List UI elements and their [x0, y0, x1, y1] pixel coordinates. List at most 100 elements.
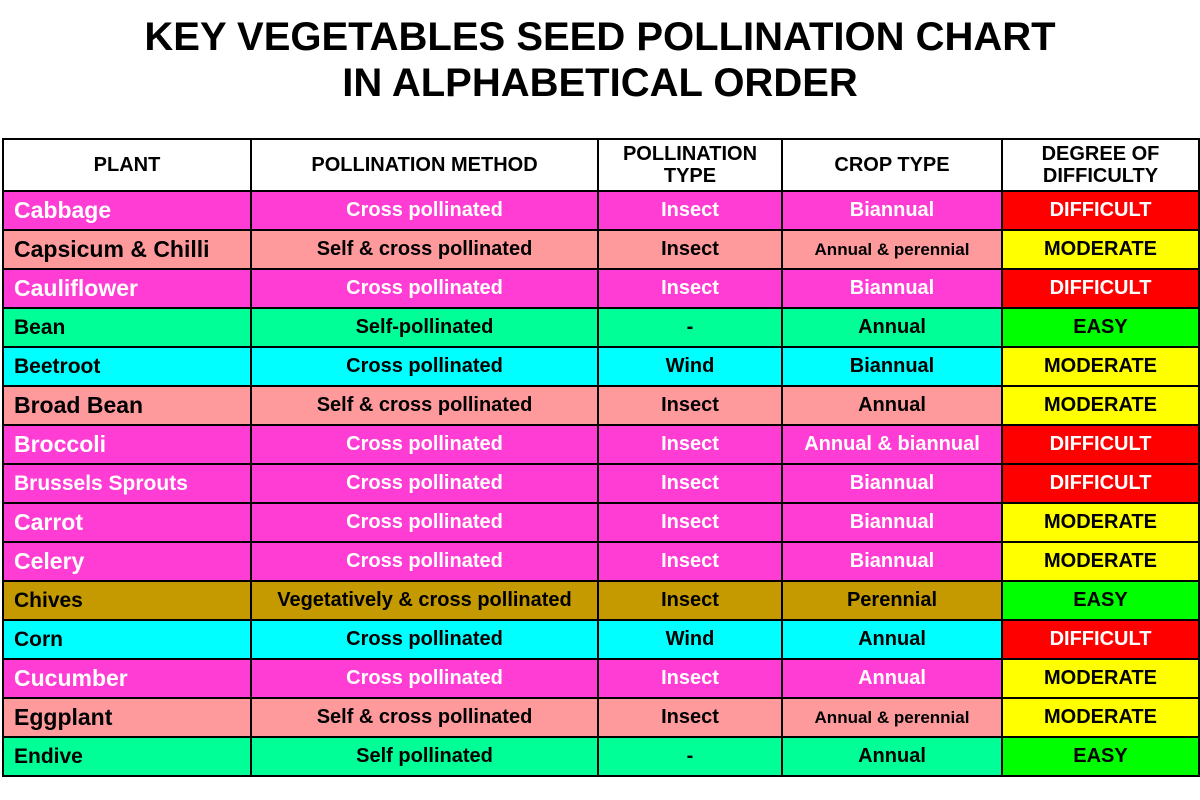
cell-crop-type: Annual	[781, 658, 1003, 699]
cell-pollination-type: Insect	[597, 541, 783, 582]
cell-crop-type: Annual	[781, 307, 1003, 348]
cell-pollination-method: Cross pollinated	[250, 190, 599, 231]
cell-pollination-type: Wind	[597, 619, 783, 660]
cell-pollination-method: Cross pollinated	[250, 619, 599, 660]
chart-title-line-2: IN ALPHABETICAL ORDER	[342, 61, 858, 105]
cell-pollination-method: Vegetatively & cross pollinated	[250, 580, 599, 621]
cell-crop-type: Annual	[781, 736, 1003, 777]
column-header-degree-of-difficulty: DEGREE OF DIFFICULTY	[1001, 138, 1200, 192]
cell-degree-of-difficulty: EASY	[1001, 736, 1200, 777]
cell-pollination-method: Cross pollinated	[250, 658, 599, 699]
cell-crop-type: Biannual	[781, 268, 1003, 309]
cell-pollination-method: Cross pollinated	[250, 463, 599, 504]
table-row: Brussels Sprouts Cross pollinated Insect Bi…	[2, 463, 1200, 504]
cell-degree-of-difficulty: MODERATE	[1001, 541, 1200, 582]
table-header-row: PLANT POLLINATION METHOD POLLINATION TYP…	[2, 138, 1200, 192]
pollination-table: PLANT POLLINATION METHOD POLLINATION TYP…	[2, 138, 1200, 777]
cell-pollination-method: Self & cross pollinated	[250, 229, 599, 270]
cell-plant: Broccoli	[2, 424, 252, 465]
cell-degree-of-difficulty: DIFFICULT	[1001, 463, 1200, 504]
cell-pollination-method: Cross pollinated	[250, 541, 599, 582]
cell-crop-type: Annual & biannual	[781, 424, 1003, 465]
cell-degree-of-difficulty: DIFFICULT	[1001, 619, 1200, 660]
cell-pollination-method: Self-pollinated	[250, 307, 599, 348]
cell-pollination-type: -	[597, 736, 783, 777]
table-row: Cauliflower Cross pollinated Insect Biannua…	[2, 268, 1200, 309]
table-row: Endive Self pollinated - Annual EASY	[2, 736, 1200, 777]
cell-plant: Broad Bean	[2, 385, 252, 426]
cell-plant: Cucumber	[2, 658, 252, 699]
column-header-crop-type: CROP TYPE	[781, 138, 1003, 192]
table-body: Cabbage Cross pollinated Insect Biannual DIF…	[2, 190, 1200, 777]
table-row: Cucumber Cross pollinated Insect Annual MODE…	[2, 658, 1200, 699]
cell-pollination-method: Cross pollinated	[250, 424, 599, 465]
cell-crop-type: Annual	[781, 385, 1003, 426]
cell-plant: Endive	[2, 736, 252, 777]
cell-degree-of-difficulty: MODERATE	[1001, 502, 1200, 543]
cell-pollination-type: Insect	[597, 658, 783, 699]
cell-pollination-type: Insect	[597, 463, 783, 504]
cell-degree-of-difficulty: MODERATE	[1001, 385, 1200, 426]
cell-crop-type: Biannual	[781, 463, 1003, 504]
cell-pollination-type: -	[597, 307, 783, 348]
cell-plant: Bean	[2, 307, 252, 348]
chart-title-line-1: KEY VEGETABLES SEED POLLINATION CHART	[144, 15, 1056, 59]
cell-pollination-type: Insect	[597, 385, 783, 426]
cell-pollination-type: Insect	[597, 229, 783, 270]
table-row: Cabbage Cross pollinated Insect Biannual DIF…	[2, 190, 1200, 231]
cell-plant: Chives	[2, 580, 252, 621]
cell-degree-of-difficulty: EASY	[1001, 580, 1200, 621]
cell-plant: Carrot	[2, 502, 252, 543]
column-header-pollination-type: POLLINATION TYPE	[597, 138, 783, 192]
cell-degree-of-difficulty: MODERATE	[1001, 697, 1200, 738]
table-row: Carrot Cross pollinated Insect Biannual MODE…	[2, 502, 1200, 543]
table-row: Beetroot Cross pollinated Wind Biannual MODE…	[2, 346, 1200, 387]
table-row: Eggplant Self & cross pollinated Insect Ann…	[2, 697, 1200, 738]
cell-degree-of-difficulty: MODERATE	[1001, 229, 1200, 270]
cell-crop-type: Biannual	[781, 190, 1003, 231]
table-row: Celery Cross pollinated Insect Biannual MODE…	[2, 541, 1200, 582]
cell-pollination-type: Insect	[597, 268, 783, 309]
cell-plant: Eggplant	[2, 697, 252, 738]
cell-pollination-method: Cross pollinated	[250, 502, 599, 543]
cell-plant: Cabbage	[2, 190, 252, 231]
column-header-pollination-method: POLLINATION METHOD	[250, 138, 599, 192]
cell-pollination-method: Cross pollinated	[250, 346, 599, 387]
table-row: Corn Cross pollinated Wind Annual DIFFICULT	[2, 619, 1200, 660]
cell-pollination-method: Self & cross pollinated	[250, 385, 599, 426]
cell-pollination-method: Self & cross pollinated	[250, 697, 599, 738]
table-row: Capsicum & Chilli Self & cross pollinated…	[2, 229, 1200, 270]
table-row: Chives Vegetatively & cross pollinated Ins…	[2, 580, 1200, 621]
cell-crop-type: Annual & perennial	[781, 229, 1003, 270]
cell-crop-type: Perennial	[781, 580, 1003, 621]
cell-degree-of-difficulty: MODERATE	[1001, 346, 1200, 387]
cell-crop-type: Biannual	[781, 346, 1003, 387]
cell-crop-type: Biannual	[781, 541, 1003, 582]
table-row: Bean Self-pollinated - Annual EASY	[2, 307, 1200, 348]
column-header-plant: PLANT	[2, 138, 252, 192]
cell-pollination-type: Insect	[597, 190, 783, 231]
cell-crop-type: Biannual	[781, 502, 1003, 543]
cell-degree-of-difficulty: DIFFICULT	[1001, 268, 1200, 309]
cell-crop-type: Annual & perennial	[781, 697, 1003, 738]
cell-degree-of-difficulty: DIFFICULT	[1001, 424, 1200, 465]
cell-pollination-method: Cross pollinated	[250, 268, 599, 309]
cell-plant: Corn	[2, 619, 252, 660]
table-row: Broad Bean Self & cross pollinated Insect A…	[2, 385, 1200, 426]
cell-plant: Cauliflower	[2, 268, 252, 309]
chart-title: KEY VEGETABLES SEED POLLINATION CHART IN…	[0, 14, 1200, 106]
cell-pollination-type: Insect	[597, 424, 783, 465]
cell-pollination-type: Wind	[597, 346, 783, 387]
cell-degree-of-difficulty: EASY	[1001, 307, 1200, 348]
cell-plant: Beetroot	[2, 346, 252, 387]
cell-pollination-type: Insect	[597, 697, 783, 738]
cell-plant: Brussels Sprouts	[2, 463, 252, 504]
table-row: Broccoli Cross pollinated Insect Annual & b…	[2, 424, 1200, 465]
cell-plant: Capsicum & Chilli	[2, 229, 252, 270]
cell-crop-type: Annual	[781, 619, 1003, 660]
cell-degree-of-difficulty: DIFFICULT	[1001, 190, 1200, 231]
cell-degree-of-difficulty: MODERATE	[1001, 658, 1200, 699]
cell-pollination-type: Insect	[597, 502, 783, 543]
cell-pollination-type: Insect	[597, 580, 783, 621]
cell-plant: Celery	[2, 541, 252, 582]
